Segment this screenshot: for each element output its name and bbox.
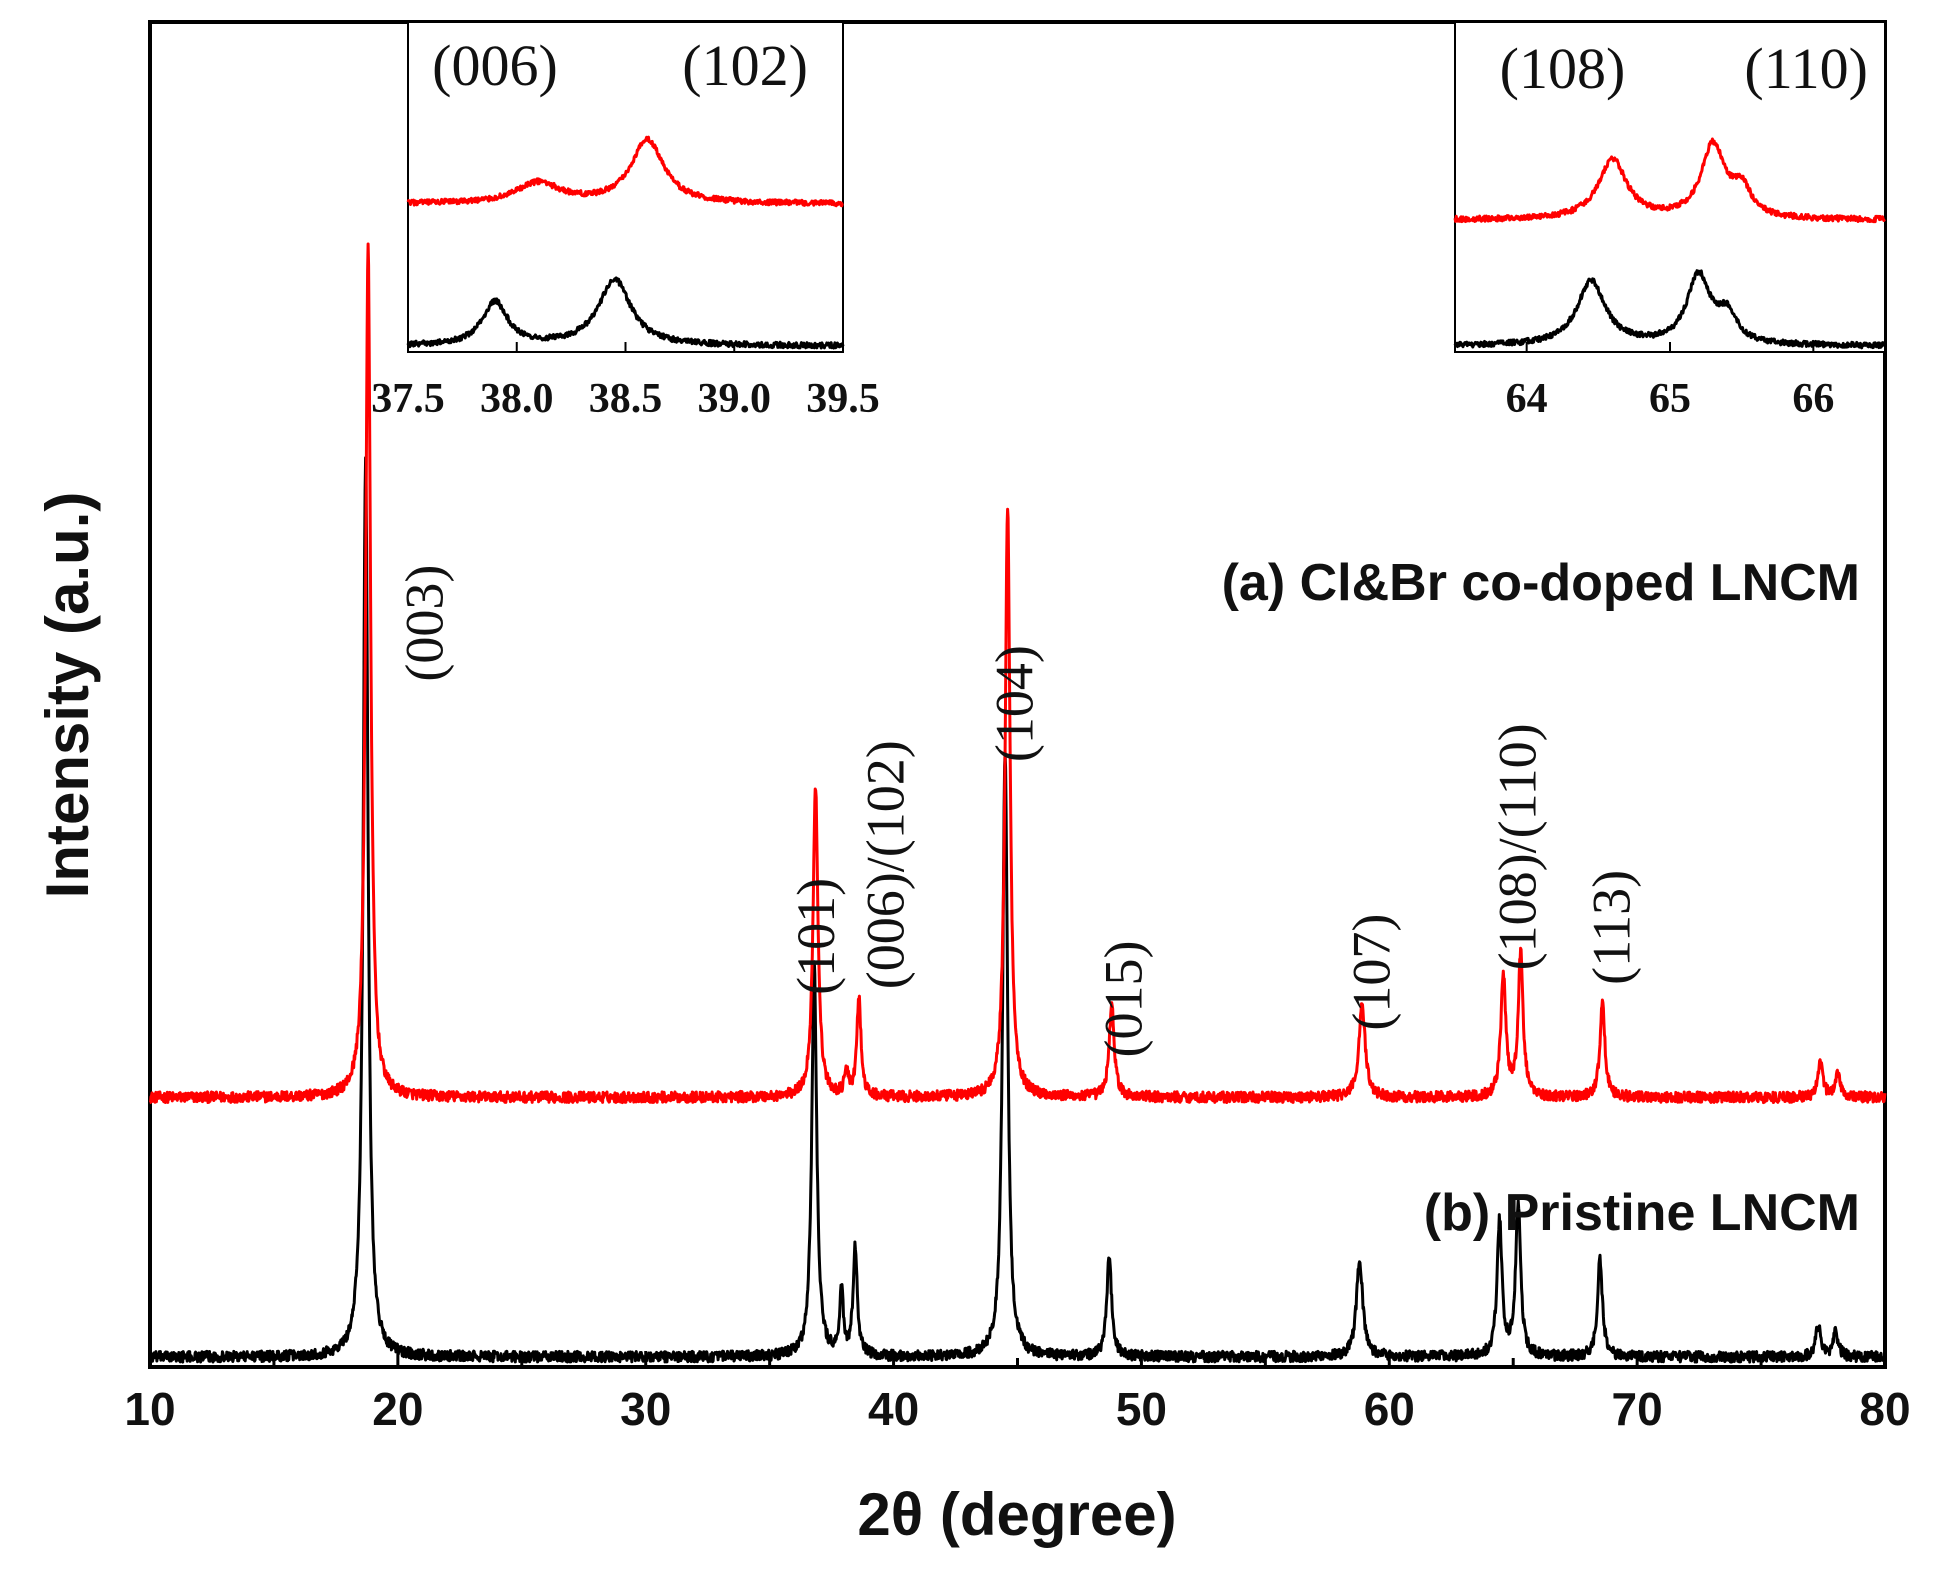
series-line-1 (148, 456, 1887, 1364)
inset-tick-label: 39.0 (698, 376, 772, 422)
inset-series-line-0 (1453, 137, 1886, 224)
series-label-pristine: (b) Pristine LNCM (1424, 1184, 1860, 1242)
x-tick-label: 40 (868, 1383, 919, 1435)
x-tick-label: 60 (1364, 1383, 1415, 1435)
x-axis-ticks: 10 20 30 40 50 60 70 80 (124, 1351, 1911, 1435)
inset-peak-label: (108) (1500, 36, 1626, 101)
inset-tick-label: 64 (1506, 376, 1548, 422)
peak-label: (003) (394, 565, 454, 682)
series-line-0 (149, 242, 1887, 1105)
x-tick-label: 80 (1859, 1383, 1910, 1435)
x-tick-label: 70 (1612, 1383, 1663, 1435)
inset-frame (1454, 21, 1886, 353)
inset-tick-label: 38.0 (480, 376, 554, 422)
peak-labels: (003) (101) (006)/(102) (104) (015) (107) (108… (394, 565, 1641, 1058)
x-axis-title: 2θ (degree) (857, 1481, 1176, 1548)
peak-label: (104) (984, 645, 1044, 762)
inset-series-line-0 (406, 135, 844, 208)
x-tick-label: 10 (124, 1383, 175, 1435)
inset-tick-label: 38.5 (589, 376, 663, 422)
inset-tick-label: 37.5 (371, 376, 445, 422)
x-tick-label: 50 (1116, 1383, 1167, 1435)
peak-label: (108)/(110) (1488, 723, 1548, 970)
inset-tick-label: 39.5 (806, 376, 880, 422)
peak-label: (006)/(102) (855, 740, 915, 989)
y-axis-title: Intensity (a.u.) (34, 492, 101, 899)
peak-label: (101) (786, 878, 846, 995)
inset-peak-label: (110) (1744, 36, 1867, 101)
inset-peak-label: (102) (682, 33, 808, 98)
main-series-group (148, 242, 1887, 1364)
peak-label: (107) (1341, 914, 1401, 1031)
peak-label: (113) (1582, 870, 1642, 985)
peak-label: (015) (1093, 941, 1153, 1058)
x-tick-label: 30 (620, 1383, 671, 1435)
x-tick-label: 20 (372, 1383, 423, 1435)
inset-peak-label: (006) (432, 33, 558, 98)
inset-108-110: 64 65 66 (108) (110) (1453, 21, 1887, 422)
inset-006-102: 37.5 38.0 38.5 39.0 39.5 (006) (102) (371, 21, 880, 422)
series-label-codoped: (a) Cl&Br co-doped LNCM (1222, 554, 1860, 612)
inset-series-line-1 (406, 276, 845, 350)
inset-tick-label: 66 (1792, 376, 1834, 422)
inset-tick-label: 65 (1649, 376, 1691, 422)
